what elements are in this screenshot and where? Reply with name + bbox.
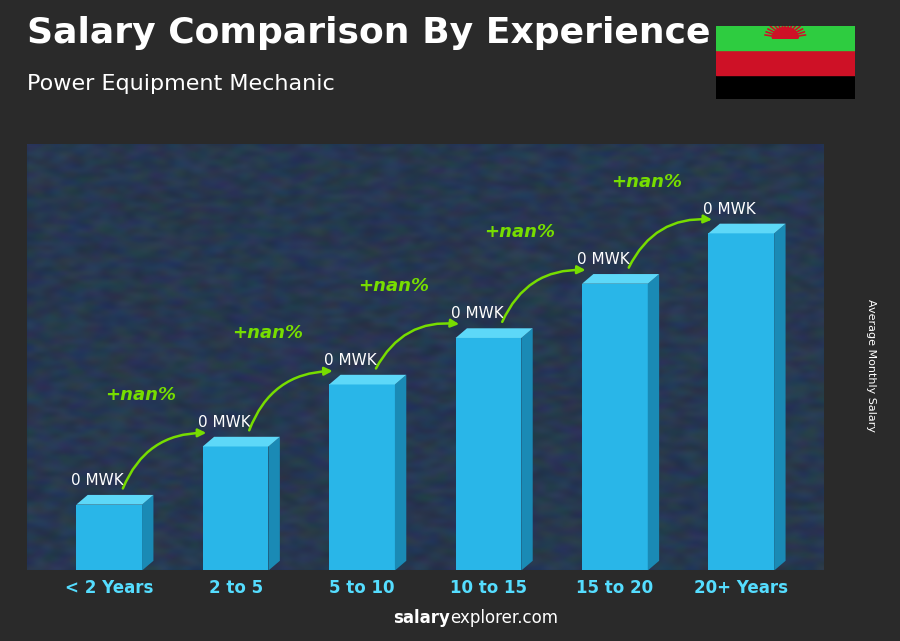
Polygon shape: [708, 224, 786, 233]
Polygon shape: [582, 274, 659, 284]
Polygon shape: [395, 375, 406, 570]
Bar: [582, 284, 648, 570]
Text: 0 MWK: 0 MWK: [451, 306, 503, 321]
Text: +nan%: +nan%: [358, 278, 429, 296]
Text: +nan%: +nan%: [484, 223, 555, 241]
Bar: [455, 338, 521, 570]
Bar: [716, 75, 855, 99]
Text: +nan%: +nan%: [105, 386, 176, 404]
Text: Average Monthly Salary: Average Monthly Salary: [866, 299, 877, 432]
Text: +nan%: +nan%: [611, 172, 682, 191]
Bar: [716, 26, 855, 50]
Bar: [202, 447, 268, 570]
Polygon shape: [772, 28, 798, 38]
Bar: [708, 233, 774, 570]
Bar: [329, 385, 395, 570]
Polygon shape: [268, 437, 280, 570]
Bar: [76, 504, 142, 570]
Text: explorer.com: explorer.com: [450, 609, 558, 627]
Text: 0 MWK: 0 MWK: [324, 353, 377, 368]
Polygon shape: [774, 224, 786, 570]
Polygon shape: [202, 437, 280, 447]
Text: 0 MWK: 0 MWK: [704, 202, 756, 217]
Polygon shape: [76, 495, 153, 504]
Polygon shape: [521, 328, 533, 570]
Text: 0 MWK: 0 MWK: [577, 252, 630, 267]
Text: +nan%: +nan%: [231, 324, 302, 342]
Polygon shape: [648, 274, 659, 570]
Text: 0 MWK: 0 MWK: [71, 473, 124, 488]
Bar: [716, 50, 855, 75]
Text: Salary Comparison By Experience: Salary Comparison By Experience: [27, 16, 710, 50]
Text: salary: salary: [393, 609, 450, 627]
Polygon shape: [329, 375, 406, 385]
Polygon shape: [455, 328, 533, 338]
Polygon shape: [142, 495, 153, 570]
Text: 0 MWK: 0 MWK: [198, 415, 250, 430]
Text: Power Equipment Mechanic: Power Equipment Mechanic: [27, 74, 335, 94]
